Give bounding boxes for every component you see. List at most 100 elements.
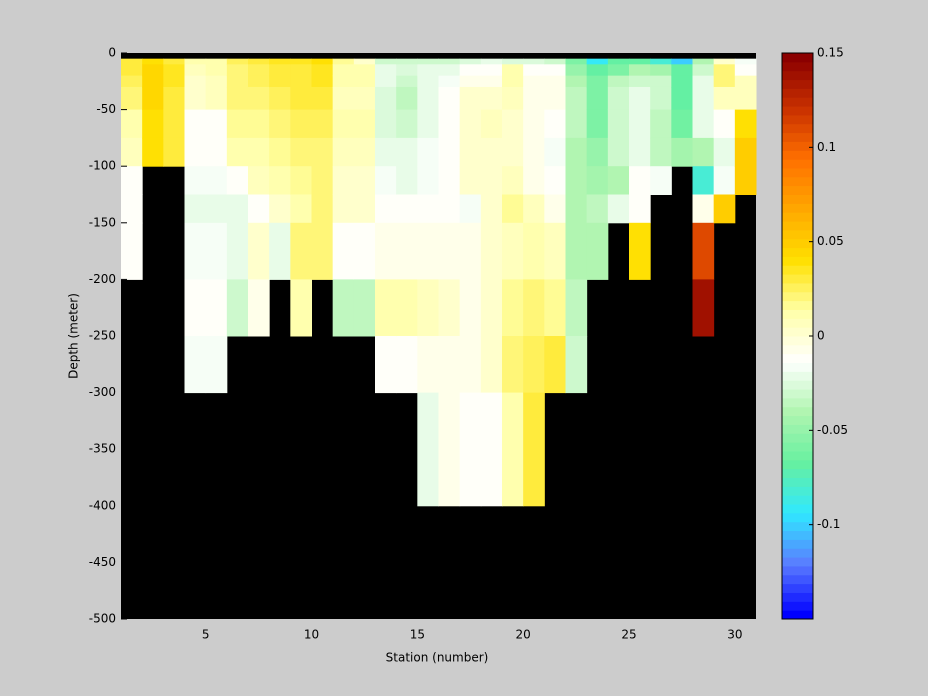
colorbar-tick-label: -0.05	[817, 423, 848, 437]
heat-cell	[163, 58, 185, 65]
heat-cell	[523, 222, 545, 280]
heat-cell	[480, 86, 503, 111]
heat-cell	[205, 166, 228, 195]
heat-cell	[629, 75, 651, 88]
heat-cell	[290, 109, 312, 139]
heat-cell	[375, 166, 397, 195]
heat-cell	[396, 137, 418, 167]
heat-cell	[248, 86, 270, 111]
heat-cell	[480, 392, 503, 507]
heat-cell	[629, 86, 651, 111]
colorbar-step	[782, 229, 813, 240]
heat-cell	[713, 194, 736, 224]
heat-cell	[629, 137, 651, 167]
heat-cell	[248, 279, 270, 337]
heat-cell	[375, 75, 397, 88]
heat-cell	[226, 279, 249, 337]
heat-cell	[205, 58, 228, 65]
heat-cell	[586, 64, 609, 77]
heat-cell	[311, 222, 334, 280]
heat-cell	[713, 109, 736, 139]
colorbar-step	[782, 106, 813, 116]
heat-cell	[290, 86, 312, 111]
heat-cell	[311, 137, 334, 167]
colorbar-step	[782, 565, 813, 576]
colorbar-step	[782, 424, 813, 434]
heat-cell	[248, 109, 270, 139]
heat-cell	[438, 279, 461, 337]
heat-cell	[417, 137, 439, 167]
colorbar-step	[782, 468, 813, 478]
heat-cell	[396, 86, 418, 111]
heat-cell	[121, 58, 143, 65]
colorbar-step	[782, 406, 813, 417]
heat-cell	[184, 109, 207, 139]
heat-cell	[353, 75, 376, 88]
colorbar-step	[782, 309, 813, 319]
heat-cell	[544, 64, 566, 77]
heat-cell	[353, 58, 376, 65]
heat-cell	[502, 336, 524, 394]
colorbar-step	[782, 167, 813, 178]
heat-cell	[163, 137, 185, 167]
heat-cell	[523, 86, 545, 111]
heat-cell	[523, 194, 545, 224]
heat-cell	[713, 58, 736, 65]
heat-cell	[692, 137, 715, 167]
heat-cell	[713, 86, 736, 111]
heat-cell	[480, 222, 503, 280]
heat-cell	[332, 64, 355, 77]
heat-cell	[290, 194, 312, 224]
heat-cell	[523, 64, 545, 77]
heat-cell	[565, 222, 588, 280]
heat-cell	[459, 109, 482, 139]
heat-cell	[586, 166, 609, 195]
x-axis-label: Station (number)	[386, 651, 489, 665]
heat-cell	[565, 109, 588, 139]
heat-cell	[248, 75, 270, 88]
heat-cell	[607, 166, 630, 195]
colorbar-step	[782, 504, 813, 514]
y-tick-label: -250	[89, 329, 116, 343]
heat-cell	[290, 137, 312, 167]
heat-cell	[480, 137, 503, 167]
heat-cell	[480, 58, 503, 65]
x-tick-label: 10	[304, 628, 319, 642]
colorbar-step	[782, 362, 813, 372]
y-tick-label: -50	[96, 102, 116, 116]
heat-cell	[142, 137, 164, 167]
heat-cell	[290, 64, 312, 77]
heat-cell	[734, 137, 757, 167]
heat-cell	[396, 279, 418, 337]
y-tick-label: -500	[89, 612, 116, 626]
colorbar-step	[782, 495, 813, 505]
heat-cell	[311, 166, 334, 195]
heat-cell	[142, 58, 164, 65]
heat-cell	[565, 279, 588, 337]
heat-cell	[438, 86, 461, 111]
heat-cell	[671, 137, 693, 167]
heat-cell	[438, 109, 461, 139]
heat-cell	[332, 279, 355, 337]
heat-cell	[417, 222, 439, 280]
colorbar-tick-label: 0.15	[817, 46, 844, 60]
heat-cell	[396, 336, 418, 394]
heat-cell	[290, 75, 312, 88]
heat-cell	[332, 137, 355, 167]
y-tick-label: -100	[89, 159, 116, 173]
heat-cell	[607, 64, 630, 77]
heat-cell	[226, 86, 249, 111]
heat-cell	[375, 336, 397, 394]
heat-cell	[544, 86, 566, 111]
colorbar-step	[782, 539, 813, 549]
heat-cell	[353, 166, 376, 195]
heat-cell	[607, 86, 630, 111]
heat-cell	[248, 194, 270, 224]
x-tick-label: 25	[621, 628, 636, 642]
heat-cell	[184, 336, 207, 394]
heat-cell	[565, 137, 588, 167]
heat-cell	[417, 336, 439, 394]
heat-cell	[269, 194, 291, 224]
heat-cell	[438, 166, 461, 195]
heat-cell	[459, 222, 482, 280]
